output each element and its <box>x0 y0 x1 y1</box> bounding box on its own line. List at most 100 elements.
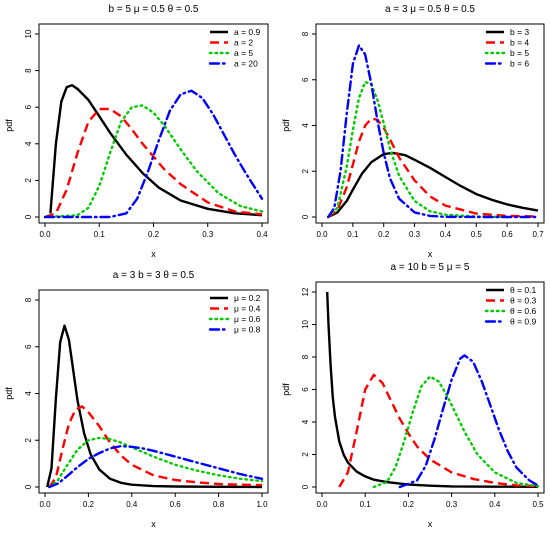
series-group <box>46 324 264 489</box>
x-tick-label: 0.2 <box>148 230 160 239</box>
y-tick-label: 8 <box>24 68 33 73</box>
y-tick-label: 0 <box>301 214 310 219</box>
x-axis-label: x <box>151 519 156 529</box>
x-axis: 0.0 0.1 0.2 0.3 0.4 0.5 0.6 0.7 <box>316 222 544 239</box>
y-tick-label: 4 <box>301 123 310 128</box>
x-tick-label: 0.0 <box>316 500 328 509</box>
x-axis-label: x <box>151 249 156 259</box>
series-line-4 <box>48 444 264 489</box>
chart-title: a = 3 b = 3 θ = 0.5 <box>113 270 195 281</box>
chart-panel-4: a = 10 b = 5 μ = 5 0.0 0.1 0.2 0.3 0.4 0.5 x 0 2 4… <box>281 262 545 529</box>
series-line-3 <box>372 375 540 489</box>
y-axis-label: pdf <box>4 119 14 132</box>
y-tick-label: 6 <box>301 77 310 82</box>
legend: a = 0.9a = 2a = 5a = 20 <box>208 27 261 69</box>
y-axis: 0 2 4 6 8 <box>24 297 40 489</box>
legend-label: θ = 0.3 <box>510 296 537 306</box>
y-tick-label: 0 <box>24 484 33 489</box>
x-tick-label: 0.1 <box>347 230 359 239</box>
series-group <box>326 291 540 489</box>
x-tick-label: 0.4 <box>489 500 501 509</box>
y-tick-label: 10 <box>301 320 310 329</box>
legend: θ = 0.1θ = 0.3θ = 0.6θ = 0.9 <box>484 285 537 327</box>
x-tick-label: 0.8 <box>213 500 225 509</box>
y-tick-label: 6 <box>24 104 33 109</box>
x-axis: 0.0 0.1 0.2 0.3 0.4 <box>39 222 268 239</box>
x-axis: 0.0 0.1 0.2 0.3 0.4 0.5 <box>316 492 544 509</box>
series-group <box>327 44 540 219</box>
chart-panel-1: b = 5 μ = 0.5 θ = 0.5 0.0 0.1 0.2 0.3 0.4 x 0 2 4… <box>4 4 269 259</box>
series-line-4 <box>43 89 264 219</box>
y-tick-label: 0 <box>301 484 310 489</box>
legend-label: a = 0.9 <box>234 27 261 37</box>
chart-panel-3: a = 3 b = 3 θ = 0.5 0.0 0.2 0.4 0.6 0.8 1.0 x 0 2… <box>4 270 269 529</box>
legend-label: b = 4 <box>510 38 529 48</box>
x-tick-label: 0.5 <box>532 500 544 509</box>
chart-title: a = 3 μ = 0.5 θ = 0.5 <box>385 4 475 15</box>
series-line-2 <box>44 107 263 219</box>
x-tick-label: 0.4 <box>256 230 268 239</box>
x-tick-label: 0.4 <box>440 230 452 239</box>
y-axis: 0 2 4 6 8 10 <box>24 29 40 219</box>
x-tick-label: 0.6 <box>502 230 514 239</box>
series-line-4 <box>327 44 540 219</box>
series-line-2 <box>327 117 539 218</box>
legend-label: b = 5 <box>510 48 529 58</box>
legend-label: θ = 0.9 <box>510 317 537 327</box>
x-tick-label: 0.1 <box>94 230 106 239</box>
legend-label: b = 3 <box>510 27 529 37</box>
x-tick-label: 0.0 <box>39 230 51 239</box>
legend: μ = 0.2μ = 0.4μ = 0.6μ = 0.8 <box>208 293 261 335</box>
y-tick-label: 4 <box>301 419 310 424</box>
series-line-3 <box>43 104 264 219</box>
legend-label: θ = 0.6 <box>510 306 537 316</box>
series-line-4 <box>398 354 540 489</box>
series-line-2 <box>338 373 539 488</box>
y-axis-label: pdf <box>4 387 14 400</box>
legend-label: μ = 0.2 <box>234 293 261 303</box>
x-tick-label: 0.2 <box>83 500 95 509</box>
y-tick-label: 2 <box>301 452 310 457</box>
y-tick-label: 2 <box>301 168 310 173</box>
y-axis: 0 2 4 6 8 10 12 <box>301 287 317 489</box>
x-tick-label: 0.3 <box>409 230 421 239</box>
series-line-2 <box>48 405 263 488</box>
y-tick-label: 8 <box>24 297 33 302</box>
legend-label: a = 2 <box>234 38 253 48</box>
x-tick-label: 0.2 <box>403 500 415 509</box>
x-tick-label: 0.4 <box>126 500 138 509</box>
chart-title: a = 10 b = 5 μ = 5 <box>391 262 470 273</box>
x-tick-label: 0.1 <box>360 500 372 509</box>
x-tick-label: 0.7 <box>532 230 544 239</box>
x-axis-label: x <box>428 249 433 259</box>
x-tick-label: 0.2 <box>378 230 390 239</box>
y-axis-label: pdf <box>281 383 291 396</box>
x-tick-label: 0.0 <box>39 500 51 509</box>
x-tick-label: 0.6 <box>170 500 182 509</box>
x-tick-label: 0.3 <box>446 500 458 509</box>
y-tick-label: 4 <box>24 141 33 146</box>
legend-label: μ = 0.8 <box>234 325 261 335</box>
y-axis-label: pdf <box>281 119 291 132</box>
x-tick-label: 0.5 <box>471 230 483 239</box>
chart-title: b = 5 μ = 0.5 θ = 0.5 <box>109 4 199 15</box>
y-tick-label: 8 <box>301 354 310 359</box>
series-line-3 <box>327 80 509 219</box>
x-axis: 0.0 0.2 0.4 0.6 0.8 1.0 <box>39 492 268 509</box>
legend-label: θ = 0.1 <box>510 285 537 295</box>
y-tick-label: 0 <box>24 214 33 219</box>
legend-label: a = 5 <box>234 48 253 58</box>
y-tick-label: 6 <box>301 387 310 392</box>
series-line-1 <box>326 291 539 488</box>
legend-label: μ = 0.6 <box>234 314 261 324</box>
legend: b = 3b = 4b = 5b = 6 <box>484 27 529 69</box>
series-line-3 <box>48 436 264 489</box>
y-tick-label: 2 <box>24 178 33 183</box>
y-tick-label: 4 <box>24 391 33 396</box>
legend-label: b = 6 <box>510 59 529 69</box>
y-axis: 0 2 4 6 8 <box>301 31 317 219</box>
x-tick-label: 0.3 <box>202 230 214 239</box>
series-line-1 <box>46 324 263 489</box>
y-tick-label: 2 <box>24 437 33 442</box>
